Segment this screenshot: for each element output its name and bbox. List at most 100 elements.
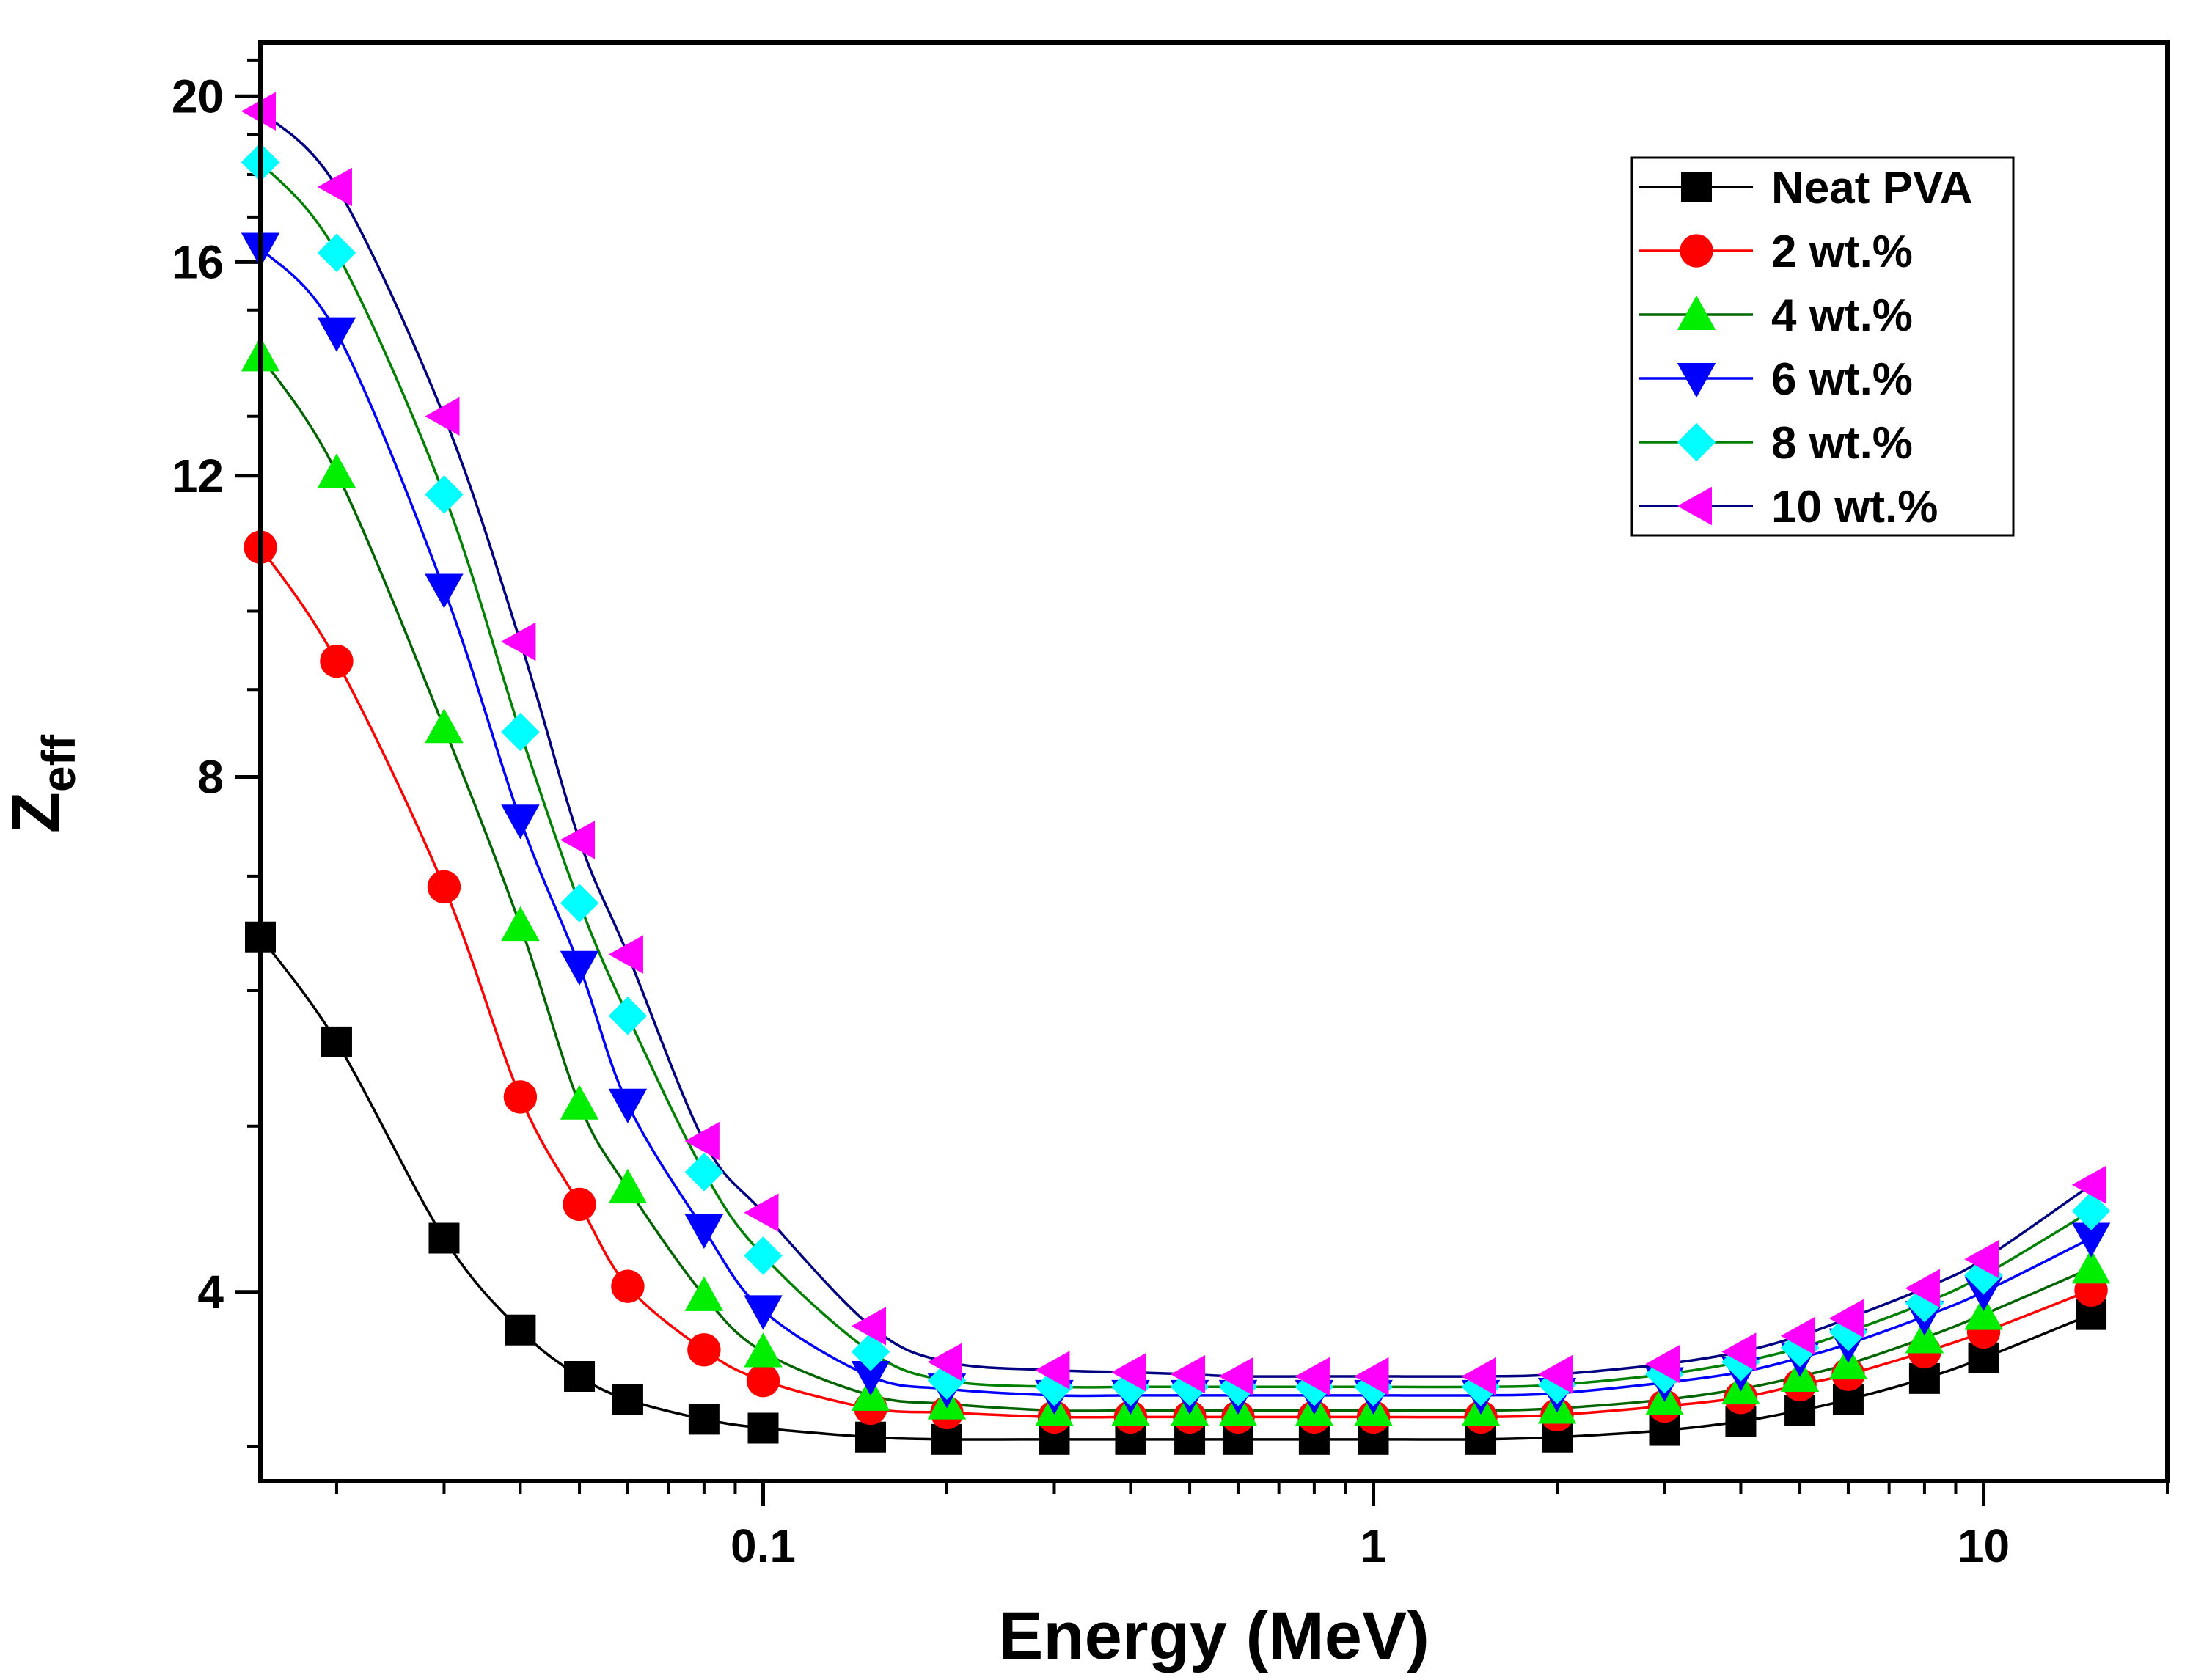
legend-label: 4 wt.%	[1771, 290, 1913, 341]
data-point-2wt	[746, 1364, 780, 1398]
data-point-10wt	[501, 622, 536, 661]
y-tick-labels: 4 8 12 16 20	[172, 70, 224, 1318]
data-point-8wt	[317, 233, 356, 272]
legend-marker	[1677, 363, 1716, 398]
legend-label: 8 wt.%	[1771, 418, 1913, 469]
data-point-4wt	[608, 1168, 648, 1204]
data-point-10wt	[1964, 1239, 1999, 1279]
data-point-8wt	[2071, 1192, 2111, 1230]
data-point-10wt	[1780, 1316, 1816, 1356]
data-point-10wt	[1905, 1269, 1940, 1307]
data-point-6wt	[851, 1360, 890, 1396]
data-point-6wt	[608, 1088, 648, 1124]
data-point-neat-pva	[564, 1360, 596, 1392]
data-point-4wt	[1964, 1295, 2003, 1330]
data-point-10wt	[1218, 1357, 1253, 1396]
data-point-8wt	[501, 712, 540, 752]
data-point-neat-pva	[612, 1384, 643, 1415]
data-point-10wt	[1170, 1354, 1206, 1394]
data-point-10wt	[851, 1307, 887, 1346]
legend-box	[1630, 156, 2015, 537]
data-point-6wt	[560, 950, 599, 986]
plot-frame	[258, 40, 2170, 1483]
data-point-2wt	[320, 644, 354, 678]
y-tick-label: 20	[172, 70, 224, 122]
x-tick-labels: 0.1 1 10	[731, 1519, 2010, 1572]
legend-marker	[1681, 172, 1712, 202]
data-point-10wt	[1645, 1344, 1680, 1384]
x-tick-label: 1	[1361, 1519, 1387, 1572]
data-point-4wt	[501, 906, 540, 942]
data-point-6wt	[501, 804, 540, 840]
legend-label: 2 wt.%	[1771, 227, 1913, 277]
data-point-10wt	[927, 1343, 962, 1382]
data-point-10wt	[425, 397, 460, 436]
legend-marker	[1680, 234, 1713, 268]
data-point-6wt	[684, 1214, 724, 1250]
data-point-neat-pva	[747, 1412, 779, 1444]
data-point-8wt	[608, 997, 648, 1035]
data-point-10wt	[317, 167, 352, 207]
data-point-neat-pva	[855, 1421, 887, 1453]
legend-label: 10 wt.%	[1771, 482, 1938, 532]
data-point-2wt	[503, 1080, 538, 1114]
data-point-10wt	[1354, 1357, 1389, 1396]
data-point-8wt	[560, 884, 599, 922]
legend-marker	[1677, 486, 1712, 526]
data-point-4wt	[425, 708, 464, 744]
data-point-10wt	[1461, 1357, 1497, 1396]
data-point-6wt	[744, 1295, 783, 1330]
data-point-10wt	[1295, 1357, 1330, 1396]
data-point-4wt	[317, 453, 356, 488]
data-point-10wt	[560, 821, 596, 859]
y-axis-title: Zeff	[0, 734, 85, 833]
data-point-8wt	[684, 1153, 724, 1192]
y-tick-label: 8	[197, 751, 224, 804]
data-point-2wt	[427, 870, 461, 904]
series-line-neat-pva	[259, 936, 2092, 1441]
data-point-10wt	[1828, 1299, 1864, 1338]
data-point-10wt	[684, 1121, 720, 1161]
data-point-neat-pva	[688, 1404, 720, 1435]
data-point-4wt	[1905, 1318, 1944, 1354]
y-tick-label: 16	[172, 235, 224, 288]
y-tick-label: 4	[197, 1266, 224, 1318]
data-point-2wt	[611, 1269, 645, 1303]
data-point-10wt	[2071, 1165, 2107, 1205]
y-tick-label: 12	[172, 450, 224, 502]
data-point-8wt	[744, 1236, 783, 1275]
y-axis-title-main: Z	[0, 792, 73, 833]
data-point-4wt	[2071, 1249, 2111, 1284]
data-point-8wt	[851, 1332, 890, 1371]
x-tick-label: 0.1	[731, 1519, 796, 1572]
series-line-2wt	[259, 546, 2092, 1419]
data-point-10wt	[1721, 1332, 1757, 1371]
data-point-10wt	[608, 935, 643, 974]
data-point-4wt	[684, 1276, 724, 1311]
data-point-10wt	[1035, 1351, 1070, 1390]
legend-label: 6 wt.%	[1771, 354, 1913, 405]
data-point-6wt	[317, 317, 356, 352]
data-point-4wt	[744, 1332, 783, 1368]
data-point-2wt	[687, 1333, 721, 1367]
legend-label: Neat PVA	[1771, 163, 1973, 213]
y-axis-title-subscript: eff	[32, 734, 85, 792]
legend: Neat PVA 2 wt.% 4 wt.% 6 wt.% 8 wt.% 10 wt.%	[1630, 156, 2015, 537]
series-markers	[241, 92, 2111, 1455]
data-point-neat-pva	[505, 1314, 536, 1346]
data-point-8wt	[425, 475, 464, 514]
x-tick-label: 10	[1958, 1519, 2010, 1572]
data-point-10wt	[1111, 1353, 1146, 1392]
legend-marker	[1677, 422, 1716, 462]
data-point-neat-pva	[428, 1222, 460, 1254]
data-point-6wt	[2071, 1222, 2111, 1258]
data-point-4wt	[560, 1085, 599, 1120]
data-point-2wt	[563, 1187, 596, 1222]
data-point-6wt	[425, 573, 464, 609]
legend-marker	[1677, 295, 1716, 330]
data-point-neat-pva	[321, 1026, 352, 1057]
x-axis-title: Energy (MeV)	[998, 1599, 1429, 1673]
data-point-10wt	[1537, 1354, 1573, 1394]
data-point-10wt	[744, 1193, 779, 1233]
